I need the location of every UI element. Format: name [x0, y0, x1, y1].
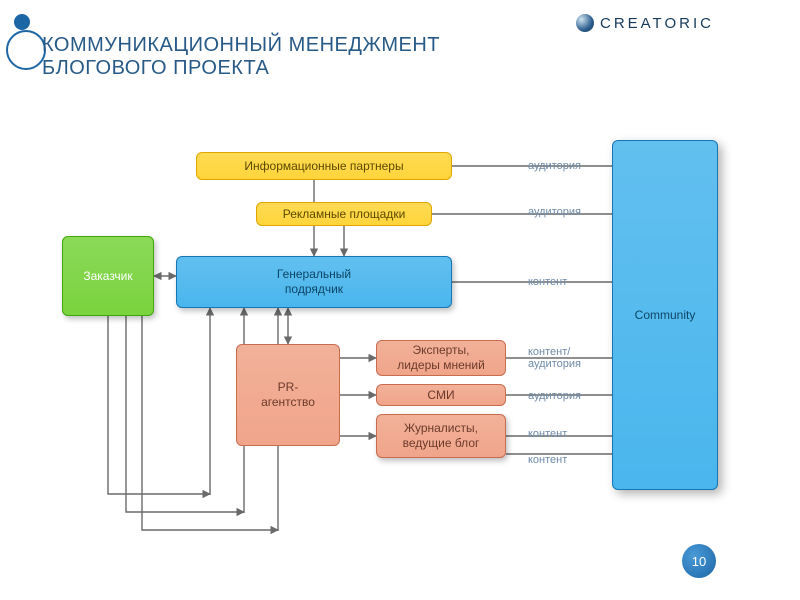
edge-label-6: контент: [528, 454, 567, 466]
slide-stage: { "canvas": {"w":800,"h":600,"bg":"#ffff…: [0, 0, 800, 600]
node-smi: СМИ: [376, 384, 506, 406]
title-line2: БЛОГОВОГО ПРОЕКТА: [42, 57, 440, 80]
brand-logo: CREATORIC: [576, 14, 714, 32]
decor-dot: [14, 14, 30, 30]
node-journalists: Журналисты, ведущие блог: [376, 414, 506, 458]
globe-icon: [576, 14, 594, 32]
decor-ring: [6, 30, 46, 70]
edge-label-1: аудитория: [528, 206, 581, 218]
node-info_partners: Информационные партнеры: [196, 152, 452, 180]
page-number: 10: [682, 544, 716, 578]
node-pr: PR- агентство: [236, 344, 340, 446]
page-number-value: 10: [692, 554, 706, 569]
edge-label-2: контент: [528, 276, 567, 288]
node-experts: Эксперты, лидеры мнений: [376, 340, 506, 376]
edge-label-5: контент: [528, 428, 567, 440]
edge-label-3: контент/ аудитория: [528, 346, 581, 370]
node-general: Генеральный подрядчик: [176, 256, 452, 308]
node-ad_platforms: Рекламные площадки: [256, 202, 432, 226]
edge-label-0: аудитория: [528, 160, 581, 172]
node-zakazchik: Заказчик: [62, 236, 154, 316]
title-line1: КОММУНИКАЦИОННЫЙ МЕНЕДЖМЕНТ: [42, 34, 440, 57]
edge-label-4: аудитория: [528, 390, 581, 402]
node-community: Community: [612, 140, 718, 490]
slide-title: КОММУНИКАЦИОННЫЙ МЕНЕДЖМЕНТ БЛОГОВОГО ПР…: [42, 34, 440, 80]
brand-name: CREATORIC: [600, 15, 714, 32]
